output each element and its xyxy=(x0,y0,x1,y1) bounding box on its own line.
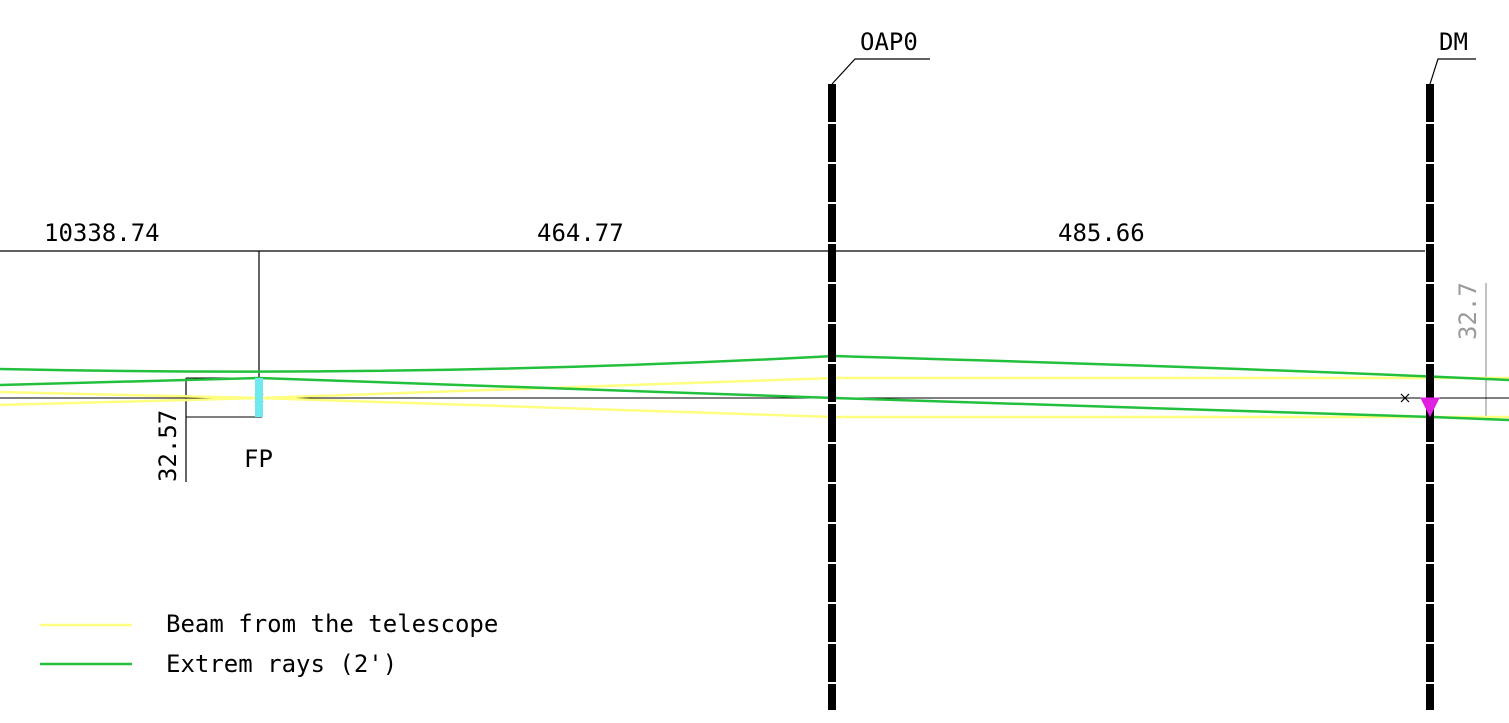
segment-fp-oap0-label: 464.77 xyxy=(537,219,624,247)
dm-axis-marker xyxy=(1400,393,1410,403)
legend-beam-label: Beam from the telescope xyxy=(166,610,498,638)
beam-upper-ray xyxy=(0,376,1509,407)
segment-left-label: 10338.74 xyxy=(44,219,160,247)
dm-marker xyxy=(1420,397,1440,418)
dm-height-label: 32.7 xyxy=(1454,282,1482,340)
oap0-leader xyxy=(831,58,930,85)
dm-label: DM xyxy=(1439,28,1468,56)
extreme-ray-upper xyxy=(0,354,1509,382)
fp-marker xyxy=(255,378,263,417)
dm-leader xyxy=(1429,58,1476,85)
segment-oap0-dm-label: 485.66 xyxy=(1058,219,1145,247)
fp-label: FP xyxy=(244,445,273,473)
legend-extreme-label: Extrem rays (2') xyxy=(166,650,397,678)
oap0-label: OAP0 xyxy=(860,28,918,56)
beam-lower-ray xyxy=(0,390,1509,419)
fp-height-label: 32.57 xyxy=(154,410,182,482)
legend: Beam from the telescope Extrem rays (2') xyxy=(40,610,498,678)
